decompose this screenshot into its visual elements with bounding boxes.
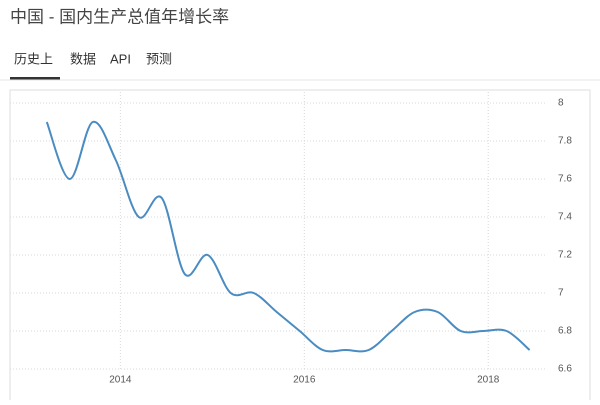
x-tick-label: 2014 [109,375,132,386]
page-title: 中国 - 国内生产总值年增长率 [10,7,229,26]
tab-underline [10,77,60,80]
tab[interactable]: 数据 [70,51,96,66]
y-tick-label: 8 [558,98,564,109]
y-tick-label: 7.6 [558,174,572,185]
y-tick-label: 7 [558,288,564,299]
tab[interactable]: 预测 [146,51,172,66]
x-tick-label: 2018 [477,375,500,386]
y-tick-label: 6.6 [558,364,572,375]
chart-frame [9,89,591,405]
y-tick-label: 7.4 [558,212,572,223]
tab[interactable]: API [110,51,131,66]
data-line [45,120,531,353]
tab[interactable]: 历史上 [14,51,53,66]
y-tick-label: 7.2 [558,250,572,261]
y-tick-label: 7.8 [558,136,572,147]
y-tick-label: 6.8 [558,326,572,337]
x-tick-label: 2016 [293,375,316,386]
